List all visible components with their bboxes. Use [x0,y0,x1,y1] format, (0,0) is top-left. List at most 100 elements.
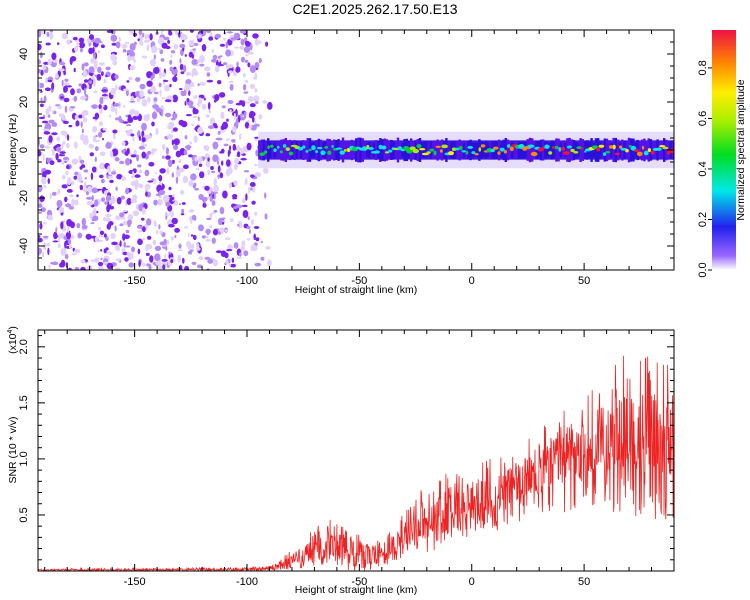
noise-speckle [102,137,104,141]
noise-speckle [97,261,104,267]
noise-speckle [233,163,238,171]
noise-speckle [157,198,163,206]
band-segment [295,140,298,160]
noise-speckle [184,265,190,270]
noise-speckle [154,91,159,95]
band-hotspot [619,145,623,149]
noise-speckle [182,175,188,184]
band-hotspot [548,151,553,155]
noise-speckle [220,55,223,58]
band-hotspot [273,148,277,152]
noise-speckle [98,121,104,127]
noise-speckle [228,150,231,155]
band-hotspot [455,147,460,151]
x-tick-label: 50 [578,576,590,588]
noise-speckle [254,172,262,177]
noise-speckle [86,200,94,206]
noise-speckle [124,257,129,262]
noise-speckle [159,70,162,79]
noise-speckle [240,245,245,252]
snr-data [38,355,674,571]
noise-speckle [196,264,203,269]
noise-speckle [146,218,152,226]
noise-speckle [191,71,194,78]
noise-speckle [165,212,168,221]
x-tick-label: 0 [469,275,475,287]
noise-speckle [48,119,55,124]
noise-speckle [74,46,79,52]
noise-speckle [229,83,234,91]
noise-speckle [46,31,50,37]
noise-speckle [122,48,127,53]
noise-speckle [188,250,193,255]
noise-speckle [249,83,256,89]
noise-speckle [229,218,234,223]
noise-speckle [209,118,213,121]
noise-speckle [239,30,247,34]
noise-speckle [133,41,137,46]
noise-speckle [100,44,105,49]
noise-speckle [228,263,231,268]
noise-speckle [72,37,78,41]
noise-speckle [184,145,192,149]
band-segment [381,139,384,161]
noise-speckle [211,48,215,53]
noise-speckle [114,225,117,232]
noise-speckle [112,30,116,35]
noise-speckle [88,47,94,55]
noise-speckle [51,149,55,152]
noise-speckle [183,149,188,156]
noise-speckle [103,78,107,84]
noise-speckle [110,87,116,96]
noise-speckle [255,237,260,242]
noise-speckle [99,108,103,114]
band-segment [504,138,507,162]
band-segment [594,138,598,162]
y-tick-label: 20 [18,96,30,108]
noise-speckle [175,176,179,184]
noise-speckle [38,237,43,243]
noise-speckle [57,188,61,195]
noise-speckle [241,204,248,208]
noise-speckle [101,89,108,92]
noise-speckle [115,84,118,91]
noise-speckle [98,62,105,66]
noise-speckle [99,230,105,235]
noise-speckle [122,88,129,91]
noise-speckle [223,62,228,66]
band-segment [482,142,485,158]
noise-speckle [129,43,136,51]
noise-speckle [79,159,85,164]
noise-speckle [218,55,221,59]
band-hotspot [259,152,266,156]
noise-speckle [141,99,148,107]
noise-speckle [47,58,52,66]
noise-speckle [247,62,251,68]
noise-speckle [76,174,83,183]
noise-speckle [208,36,214,41]
noise-speckle [126,124,132,127]
y-tick-label: -40 [18,238,30,254]
band-segment [581,139,584,161]
noise-speckle [99,151,106,157]
noise-speckle [120,195,126,200]
noise-speckle [84,79,89,83]
y-tick-label: 1.0 [18,451,30,466]
noise-speckle [88,144,95,149]
noise-speckle [232,194,238,198]
band-hotspot [527,144,535,148]
noise-speckle [138,145,146,150]
band-segment [425,141,428,159]
band-hotspot [285,147,290,151]
noise-speckle [66,189,73,193]
noise-speckle [141,207,146,215]
noise-speckle [223,37,226,41]
noise-speckle [225,138,231,141]
noise-speckle [156,66,159,73]
noise-speckle [239,252,242,257]
noise-speckle [114,74,119,80]
noise-speckle [180,213,185,216]
noise-speckle [49,32,54,40]
noise-speckle [81,164,86,169]
band-segment [370,142,373,158]
